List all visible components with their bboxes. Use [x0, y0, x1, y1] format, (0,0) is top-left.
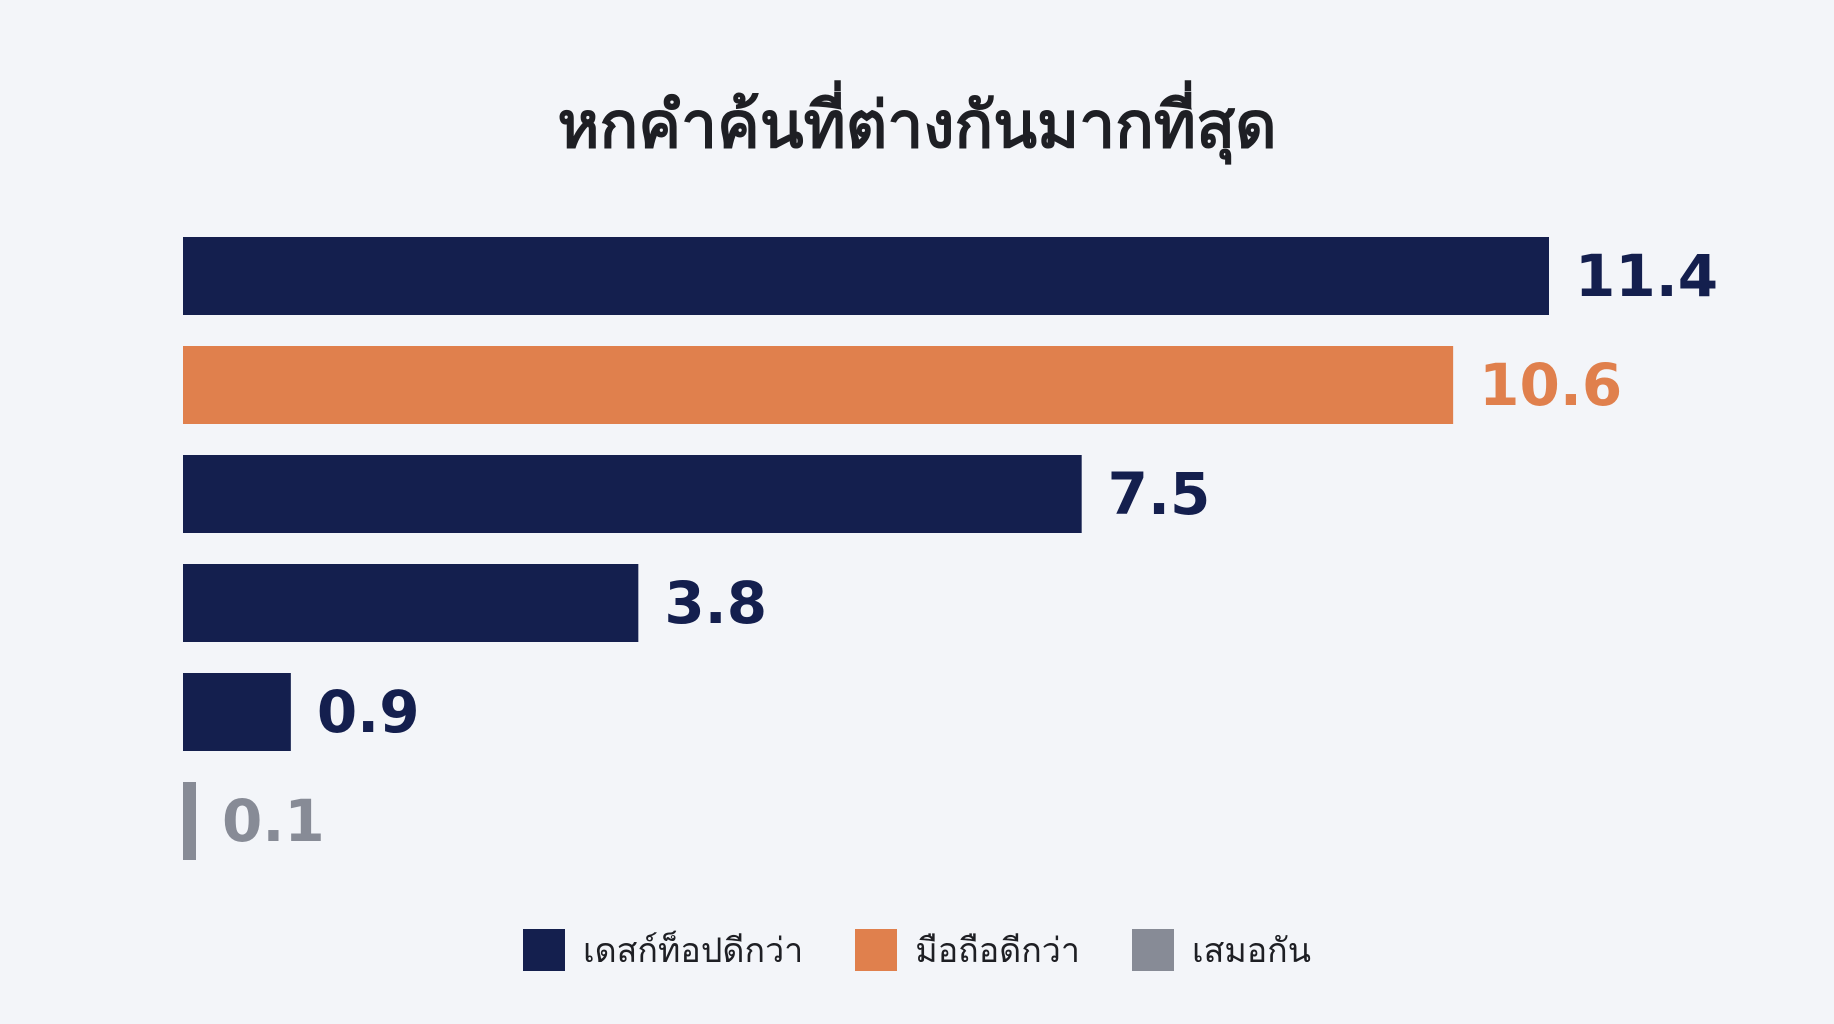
bar-value-label-2: 7.5: [1108, 460, 1211, 528]
legend-swatch-desktop: [522, 929, 565, 971]
legend-label-tie: เสมอกัน: [1191, 931, 1312, 971]
bar-4: [183, 673, 291, 751]
legend-item-tie: เสมอกัน: [1131, 923, 1312, 977]
bar-value-label-3: 3.8: [664, 569, 767, 637]
bar-value-label-4: 0.9: [317, 678, 420, 746]
legend-label-mobile: มือถือดีกว่า: [915, 931, 1080, 971]
legend-swatch-mobile: [855, 929, 898, 971]
bar-value-label-5: 0.1: [222, 787, 325, 855]
bar-5: [183, 782, 196, 860]
legend-item-desktop: เดสก์ท็อปดีกว่า: [522, 923, 804, 977]
bar-2: [183, 455, 1082, 533]
bar-0: [183, 237, 1549, 315]
bar-value-label-0: 11.4: [1575, 242, 1718, 310]
legend-label-desktop: เดสก์ท็อปดีกว่า: [582, 931, 804, 971]
bar-1: [183, 346, 1454, 424]
bar-3: [183, 564, 639, 642]
chart-title: หกคำค้นที่ต่างกันมากที่สุด: [557, 89, 1277, 163]
legend: เดสก์ท็อปดีกว่า มือถือดีกว่า เสมอกัน: [0, 928, 1834, 972]
legend-item-mobile: มือถือดีกว่า: [855, 923, 1080, 977]
legend-swatch-tie: [1131, 929, 1174, 971]
bar-value-label-1: 10.6: [1479, 351, 1622, 419]
